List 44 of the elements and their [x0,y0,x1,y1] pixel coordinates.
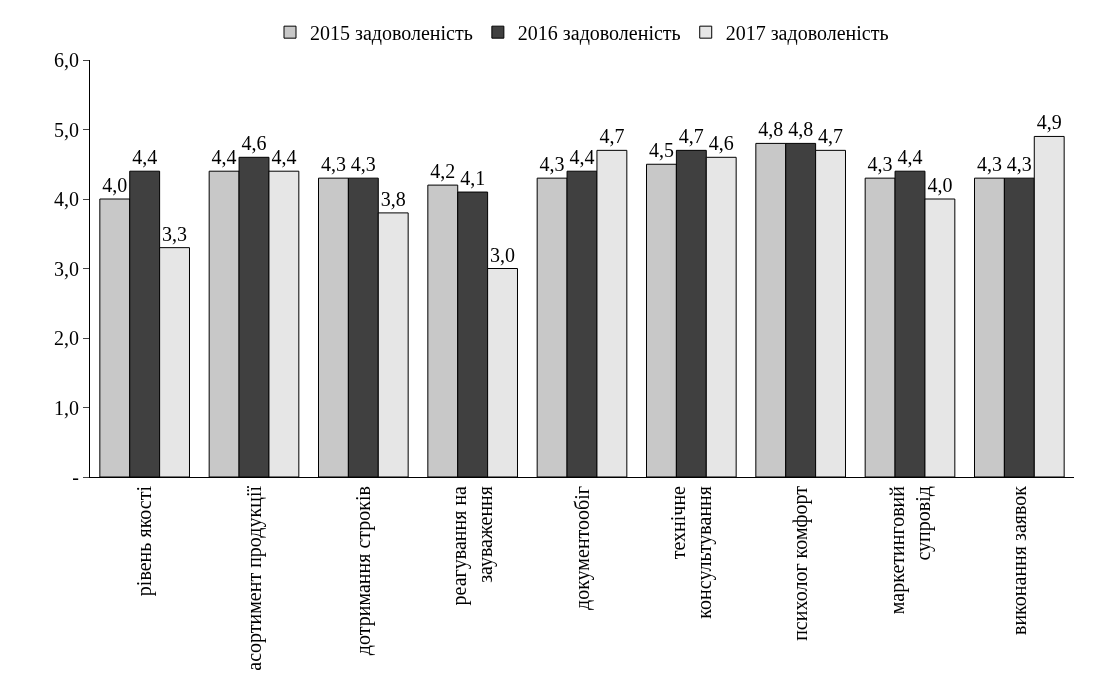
data-label: 4,7 [818,125,844,148]
data-label: 4,8 [758,118,784,141]
x-tick-label: маркетинговий супровід [885,485,935,615]
y-tick-label: 2,0 [54,327,79,349]
data-label: 4,4 [211,146,237,169]
data-label: 4,0 [927,174,953,196]
y-tick-label: 1,0 [54,396,79,419]
data-label: 4,0 [102,174,128,196]
x-tick-label: документообіг [570,486,594,610]
y-tick-label: 3,0 [54,257,79,280]
x-tick-label: виконання заявок [1007,485,1030,636]
data-label: 4,3 [867,153,893,176]
x-tick-label: дотримання строків [351,486,375,656]
x-tick-label: психолог комфорт [789,485,813,641]
data-label: 4,1 [460,167,486,190]
y-tick-label: - [72,466,79,488]
y-tick-label: 6,0 [54,49,79,71]
x-tick-label: асортимент продукції [242,485,266,671]
data-label: 4,3 [320,153,346,176]
data-label: 4,4 [897,146,923,169]
data-label: 4,3 [1006,153,1032,176]
legend-label: 2016 задоволеність [517,21,681,45]
data-label: 4,2 [430,160,456,183]
y-tick-label: 4,0 [54,188,79,210]
data-label: 4,7 [678,125,704,148]
data-label: 4,5 [648,139,674,162]
data-label: 4,9 [1036,111,1062,134]
data-label: 4,8 [788,118,814,141]
data-label: 3,0 [490,243,516,266]
data-label: 4,4 [569,146,595,169]
data-label: 3,8 [380,187,406,210]
data-label: 4,3 [539,153,565,176]
data-label: 4,6 [241,132,267,155]
data-label: 4,7 [599,125,625,148]
data-label: 4,6 [708,132,734,155]
data-label: 4,4 [132,146,158,169]
data-label: 4,3 [976,153,1002,176]
y-tick-label: 5,0 [54,118,79,141]
legend-label: 2015 задоволеність [310,21,473,45]
legend-label: 2017 задоволеність [725,21,889,45]
data-label: 3,3 [162,222,188,245]
x-tick-label: рівень якості [133,485,157,597]
data-label: 4,3 [350,153,376,176]
data-label: 4,4 [271,146,297,169]
